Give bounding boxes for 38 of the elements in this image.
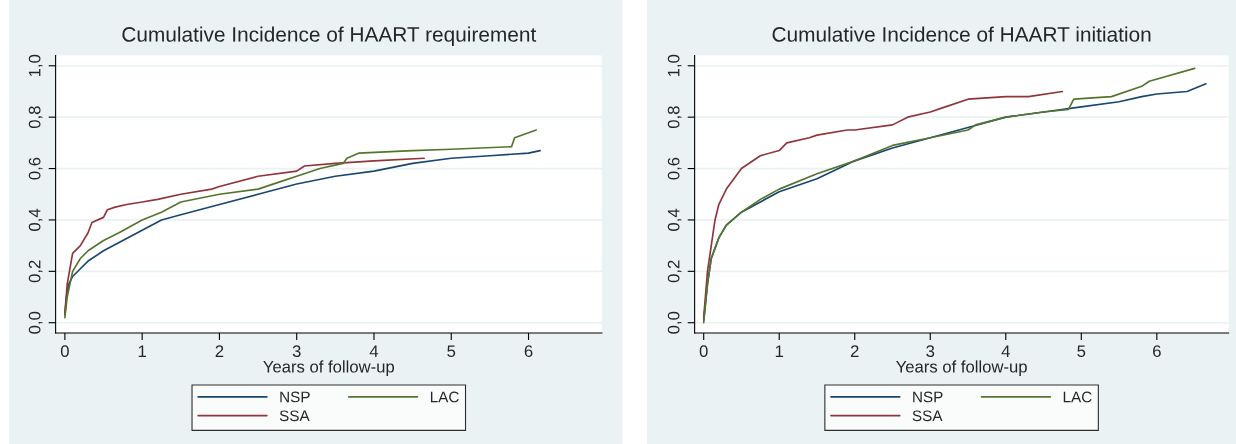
x-tick-label: 4 bbox=[1001, 345, 1010, 357]
y-tick-label: 0,8 bbox=[28, 106, 43, 129]
line-series bbox=[64, 157, 426, 314]
x-tick-label: 4 bbox=[369, 345, 379, 357]
legend-label: NSP bbox=[280, 391, 310, 403]
y-tick-label: 0,8 bbox=[667, 106, 682, 129]
legend-label: LAC bbox=[1063, 391, 1092, 403]
legend-label: SSA bbox=[279, 410, 310, 422]
y-tick-label: 1,0 bbox=[667, 54, 682, 77]
y-tick-label: 0,4 bbox=[28, 208, 43, 231]
y-tick-label: 0,6 bbox=[28, 157, 43, 180]
y-tick-label: 1,0 bbox=[28, 54, 43, 77]
line-series bbox=[702, 90, 1064, 319]
y-tick-label: 0,4 bbox=[667, 208, 682, 231]
y-tick-label: 0,0 bbox=[28, 311, 43, 334]
legend-label: NSP bbox=[913, 391, 943, 403]
y-tick-label: 0,6 bbox=[667, 157, 682, 180]
x-tick-label: 0 bbox=[60, 345, 69, 358]
x-tick-label: 6 bbox=[524, 345, 533, 358]
legend-label: SSA bbox=[912, 410, 943, 422]
x-tick-label: 2 bbox=[215, 345, 224, 357]
chart-title: Cumulative Incidence of HAART initiation bbox=[772, 26, 1151, 42]
y-tick-label: 0,0 bbox=[667, 311, 682, 334]
x-tick-label: 5 bbox=[1077, 345, 1086, 358]
x-tick-label: 1 bbox=[775, 345, 784, 357]
y-tick-label: 0,2 bbox=[28, 260, 43, 283]
x-tick-label: 3 bbox=[926, 345, 935, 358]
legend-label: LAC bbox=[430, 391, 459, 403]
x-tick-label: 3 bbox=[292, 345, 301, 358]
x-tick-label: 2 bbox=[850, 345, 859, 357]
x-tick-label: 1 bbox=[138, 345, 146, 357]
x-tick-label: 0 bbox=[699, 345, 708, 358]
x-axis-title: Years of follow-up bbox=[263, 360, 395, 376]
x-axis-title: Years of follow-up bbox=[896, 360, 1027, 376]
chart-title: Cumulative Incidence of HAART requirement bbox=[122, 26, 537, 46]
x-tick-label: 5 bbox=[447, 345, 456, 358]
x-tick-label: 6 bbox=[1153, 345, 1161, 358]
y-tick-label: 0,2 bbox=[667, 260, 682, 283]
